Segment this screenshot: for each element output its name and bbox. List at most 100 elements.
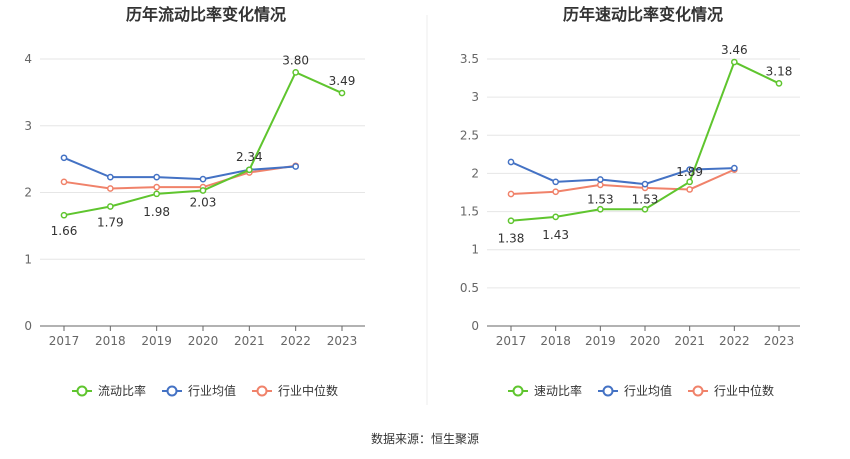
x-tick-label: 2019 — [585, 334, 616, 348]
legend-item[interactable]: 速动比率 — [508, 383, 582, 398]
x-tick-label: 2018 — [540, 334, 571, 348]
data-source-note: 数据来源：恒生聚源 — [371, 431, 479, 446]
legend-label: 行业中位数 — [714, 383, 774, 398]
y-tick-label: 0 — [24, 319, 32, 333]
x-tick-label: 2022 — [280, 334, 311, 348]
data-point-avg — [153, 173, 161, 181]
data-point-median — [507, 190, 515, 198]
legend-marker-icon — [602, 385, 614, 397]
series-line-avg — [63, 156, 296, 181]
chart-title: 历年速动比率变化情况 — [563, 5, 723, 24]
data-point-median — [686, 186, 694, 193]
x-tick-label: 2019 — [141, 334, 172, 348]
legend-marker-icon — [256, 385, 268, 397]
data-point-main — [552, 213, 560, 221]
y-tick-label: 1 — [24, 252, 32, 266]
legend-marker-icon — [692, 385, 704, 397]
chart-title: 历年流动比率变化情况 — [126, 5, 286, 24]
data-point-main — [775, 80, 783, 87]
y-tick-label: 4 — [24, 52, 32, 66]
data-point-median — [106, 185, 114, 192]
y-tick-label: 1.5 — [460, 205, 479, 219]
data-point-main — [686, 178, 694, 186]
data-point-main — [507, 217, 515, 225]
x-tick-label: 2022 — [719, 334, 750, 348]
data-point-avg — [60, 154, 68, 162]
data-point-main — [106, 203, 114, 210]
series-line-avg — [510, 161, 735, 186]
data-label: 1.79 — [97, 216, 124, 230]
y-tick-label: 2 — [471, 166, 479, 180]
x-tick-label: 2017 — [496, 334, 527, 348]
x-tick-label: 2023 — [327, 334, 358, 348]
data-point-main — [153, 190, 161, 198]
y-tick-label: 3 — [24, 119, 32, 133]
data-point-median — [153, 183, 161, 191]
data-label: 3.18 — [766, 64, 793, 78]
x-tick-label: 2020 — [188, 334, 219, 348]
y-tick-label: 0 — [471, 319, 479, 333]
data-label: 1.43 — [542, 228, 569, 242]
data-point-avg — [596, 176, 604, 183]
legend-item[interactable]: 流动比率 — [72, 383, 146, 398]
data-label: 1.53 — [632, 192, 659, 206]
y-tick-label: 2.5 — [460, 128, 479, 142]
x-tick-label: 2017 — [49, 334, 80, 348]
data-label: 1.98 — [143, 205, 170, 219]
y-tick-label: 1 — [471, 243, 479, 257]
data-point-main — [338, 89, 346, 97]
quick-ratio-chart: 历年速动比率变化情况 0 0.5 1 1.5 2 2.5 3 3.5 2017 2018 2019 20… — [460, 5, 800, 398]
data-point-main — [730, 58, 738, 66]
data-point-avg — [552, 178, 560, 186]
data-label: 2.03 — [190, 195, 217, 209]
legend-item[interactable]: 行业中位数 — [688, 383, 774, 398]
data-label: 1.89 — [676, 165, 703, 179]
y-tick-label: 3 — [471, 90, 479, 104]
legend-item[interactable]: 行业中位数 — [252, 383, 338, 398]
legend-marker-icon — [166, 385, 178, 397]
data-point-avg — [292, 163, 300, 170]
legend-marker-icon — [512, 385, 524, 397]
data-point-avg — [686, 166, 694, 173]
data-label: 1.38 — [498, 232, 525, 246]
x-tick-label: 2020 — [630, 334, 661, 348]
series-line-median — [63, 164, 296, 190]
data-point-avg — [199, 175, 207, 183]
data-point-main — [199, 187, 207, 194]
legend-item[interactable]: 行业均值 — [598, 383, 672, 398]
legend-label: 行业中位数 — [278, 383, 338, 398]
legend-item[interactable]: 行业均值 — [162, 383, 236, 398]
data-point-avg — [106, 173, 114, 181]
data-point-median — [596, 181, 604, 189]
legend-label: 速动比率 — [534, 383, 582, 398]
data-point-main — [641, 205, 649, 213]
data-label: 1.66 — [51, 224, 78, 238]
legend-label: 流动比率 — [98, 383, 146, 398]
data-label: 3.49 — [329, 74, 356, 88]
x-tick-label: 2023 — [764, 334, 795, 348]
y-tick-label: 3.5 — [460, 52, 479, 66]
data-point-avg — [641, 180, 649, 188]
data-point-median — [552, 188, 560, 196]
x-tick-label: 2021 — [674, 334, 705, 348]
y-tick-label: 2 — [24, 186, 32, 200]
data-label: 3.80 — [282, 53, 309, 67]
y-tick-label: 0.5 — [460, 281, 479, 295]
current-ratio-chart: 历年流动比率变化情况 0 1 2 3 4 2017 2018 2019 2020 2021 2022 2… — [24, 5, 365, 398]
data-label: 2.34 — [236, 150, 263, 164]
series-line-median — [510, 168, 735, 196]
data-label: 3.46 — [721, 43, 748, 57]
data-point-main — [596, 205, 604, 213]
x-tick-label: 2018 — [95, 334, 126, 348]
legend-label: 行业均值 — [188, 383, 236, 398]
data-point-main — [245, 166, 253, 174]
x-tick-label: 2021 — [234, 334, 265, 348]
legend-label: 行业均值 — [624, 383, 672, 398]
data-point-avg — [730, 164, 738, 172]
data-point-avg — [507, 158, 515, 166]
data-label: 1.53 — [587, 192, 614, 206]
legend-marker-icon — [76, 385, 88, 397]
data-point-main — [60, 211, 68, 219]
data-point-median — [60, 178, 68, 186]
